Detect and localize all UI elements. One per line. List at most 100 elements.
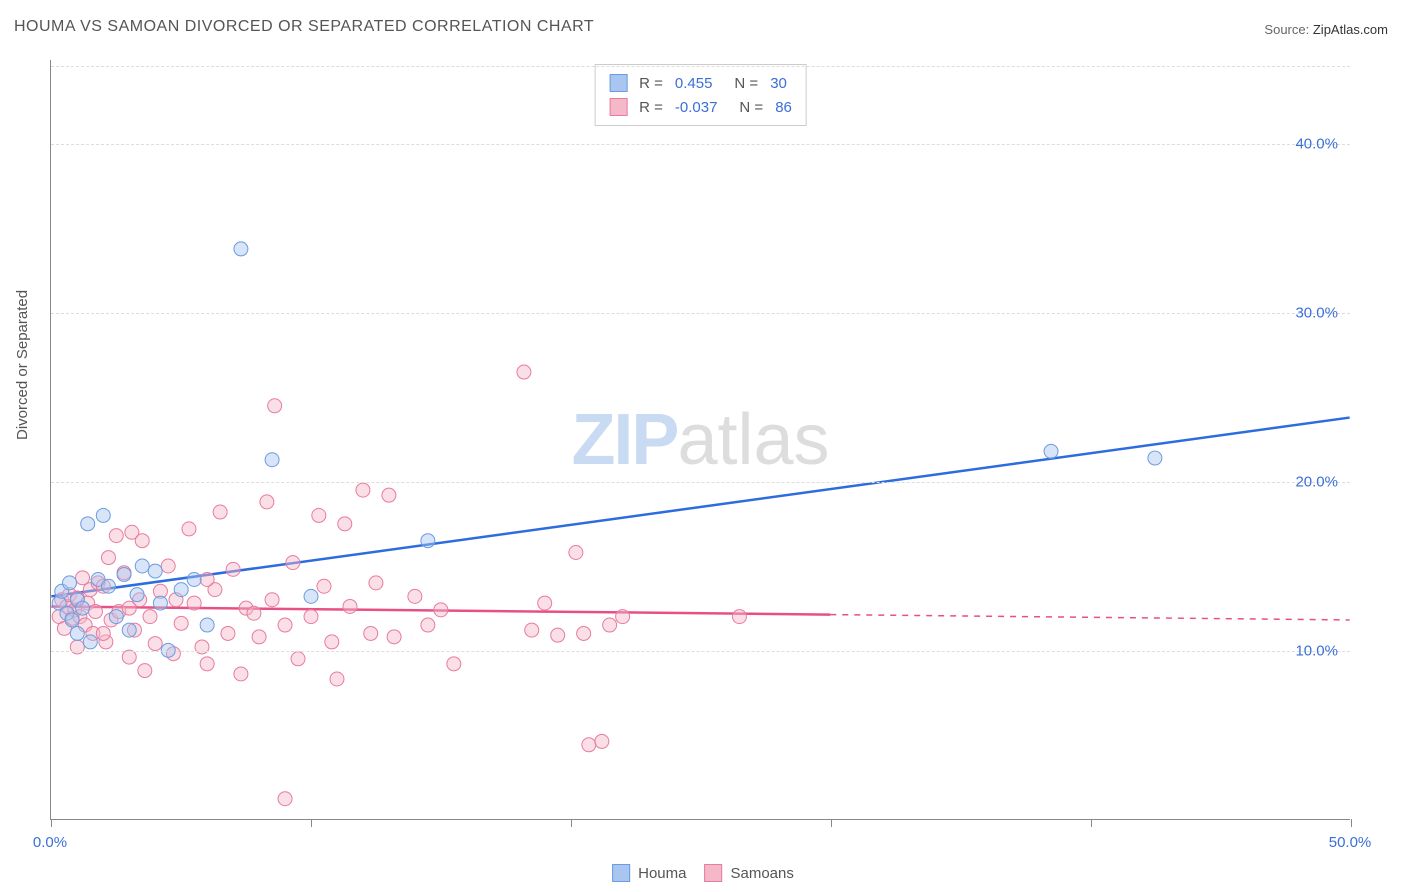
data-point bbox=[312, 508, 326, 522]
data-point bbox=[369, 576, 383, 590]
data-point bbox=[99, 635, 113, 649]
data-point bbox=[200, 618, 214, 632]
data-point bbox=[81, 596, 95, 610]
x-tick bbox=[311, 819, 312, 827]
data-point bbox=[582, 738, 596, 752]
data-point bbox=[70, 591, 84, 605]
source-citation: Source: ZipAtlas.com bbox=[1264, 22, 1388, 37]
y-tick-label: 30.0% bbox=[1295, 305, 1338, 322]
data-point bbox=[143, 610, 157, 624]
data-point bbox=[278, 792, 292, 806]
data-point bbox=[81, 517, 95, 531]
data-point bbox=[208, 583, 222, 597]
data-point bbox=[122, 650, 136, 664]
data-point bbox=[265, 593, 279, 607]
trend-line bbox=[51, 606, 830, 614]
data-point bbox=[60, 606, 74, 620]
data-point bbox=[364, 626, 378, 640]
data-point bbox=[83, 583, 97, 597]
x-tick bbox=[1091, 819, 1092, 827]
data-point bbox=[112, 605, 126, 619]
data-point bbox=[52, 610, 66, 624]
data-point bbox=[200, 657, 214, 671]
r-label: R = bbox=[639, 99, 663, 116]
data-point bbox=[421, 618, 435, 632]
data-point bbox=[83, 635, 97, 649]
data-point bbox=[109, 529, 123, 543]
data-point bbox=[70, 593, 84, 607]
watermark-rest: atlas bbox=[677, 400, 829, 480]
data-point bbox=[174, 616, 188, 630]
watermark: ZIPatlas bbox=[571, 399, 829, 481]
y-tick-label: 10.0% bbox=[1295, 643, 1338, 660]
data-point bbox=[268, 399, 282, 413]
data-point bbox=[538, 596, 552, 610]
data-point bbox=[187, 596, 201, 610]
x-tick-label: 50.0% bbox=[1329, 834, 1372, 851]
x-tick bbox=[1351, 819, 1352, 827]
data-point bbox=[174, 583, 188, 597]
data-point bbox=[117, 566, 131, 580]
data-point bbox=[65, 613, 79, 627]
data-point bbox=[182, 522, 196, 536]
trend-line bbox=[51, 418, 1349, 597]
data-point bbox=[382, 488, 396, 502]
data-point bbox=[68, 603, 82, 617]
swatch-samoans bbox=[704, 864, 722, 882]
legend-item-houma: Houma bbox=[612, 864, 686, 882]
data-point bbox=[387, 630, 401, 644]
data-point bbox=[96, 626, 110, 640]
trend-line-dashed bbox=[830, 615, 1349, 620]
data-point bbox=[447, 657, 461, 671]
legend-stats-row-houma: R = 0.455 N = 30 bbox=[609, 71, 792, 95]
data-point bbox=[517, 365, 531, 379]
data-point bbox=[52, 596, 66, 610]
data-point bbox=[122, 601, 136, 615]
data-point bbox=[1044, 444, 1058, 458]
legend-stats-row-samoans: R = -0.037 N = 86 bbox=[609, 95, 792, 119]
data-point bbox=[89, 605, 103, 619]
data-point bbox=[148, 637, 162, 651]
data-point bbox=[603, 618, 617, 632]
y-tick-label: 20.0% bbox=[1295, 474, 1338, 491]
data-point bbox=[70, 626, 84, 640]
legend-label-samoans: Samoans bbox=[730, 865, 793, 882]
data-point bbox=[252, 630, 266, 644]
data-point bbox=[101, 551, 115, 565]
data-point bbox=[135, 534, 149, 548]
data-point bbox=[616, 610, 630, 624]
data-point bbox=[96, 508, 110, 522]
data-point bbox=[317, 579, 331, 593]
data-point bbox=[595, 734, 609, 748]
data-point bbox=[60, 599, 74, 613]
data-point bbox=[569, 546, 583, 560]
data-point bbox=[187, 573, 201, 587]
n-value-samoans: 86 bbox=[775, 99, 792, 116]
data-point bbox=[57, 621, 71, 635]
data-point bbox=[330, 672, 344, 686]
data-point bbox=[200, 573, 214, 587]
data-point bbox=[1148, 451, 1162, 465]
chart-title: HOUMA VS SAMOAN DIVORCED OR SEPARATED CO… bbox=[14, 18, 594, 36]
data-point bbox=[86, 626, 100, 640]
legend-stats: R = 0.455 N = 30 R = -0.037 N = 86 bbox=[594, 64, 807, 126]
points-layer bbox=[51, 60, 1350, 819]
legend-item-samoans: Samoans bbox=[704, 864, 793, 882]
data-point bbox=[101, 579, 115, 593]
data-point bbox=[304, 589, 318, 603]
data-point bbox=[122, 623, 136, 637]
legend-label-houma: Houma bbox=[638, 865, 686, 882]
data-point bbox=[65, 611, 79, 625]
data-point bbox=[73, 610, 87, 624]
n-label: N = bbox=[734, 75, 758, 92]
data-point bbox=[91, 573, 105, 587]
gridline bbox=[51, 651, 1350, 652]
n-value-houma: 30 bbox=[770, 75, 787, 92]
data-point bbox=[96, 579, 110, 593]
data-point bbox=[291, 652, 305, 666]
data-point bbox=[286, 556, 300, 570]
data-point bbox=[125, 525, 139, 539]
data-point bbox=[434, 603, 448, 617]
x-tick bbox=[831, 819, 832, 827]
data-point bbox=[421, 534, 435, 548]
